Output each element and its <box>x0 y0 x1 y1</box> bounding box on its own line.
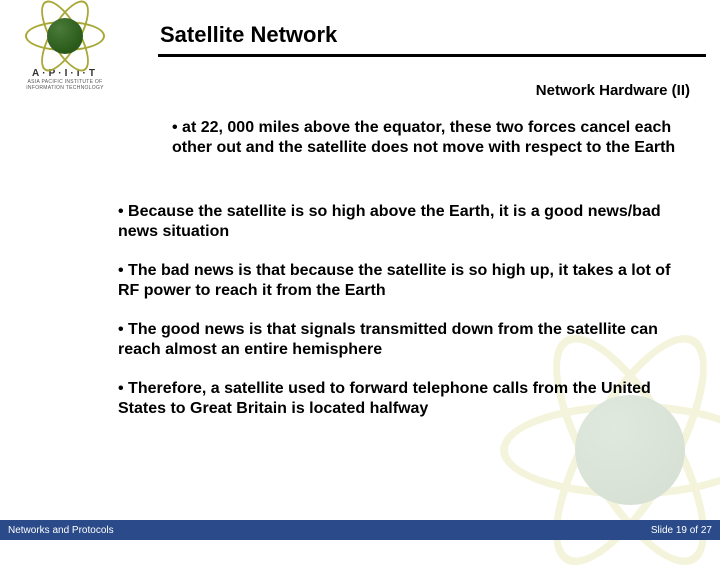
bullet-item: • Because the satellite is so high above… <box>118 202 686 243</box>
body-block-1: • at 22, 000 miles above the equator, th… <box>138 118 686 177</box>
body-block-2: • Because the satellite is so high above… <box>118 202 686 438</box>
logo-subtext: ASIA PACIFIC INSTITUTE OF INFORMATION TE… <box>10 79 120 91</box>
globe-icon <box>25 6 105 66</box>
slide-subtitle: Network Hardware (II) <box>536 82 690 99</box>
footer-bar: Networks and Protocols Slide 19 of 27 <box>0 520 720 540</box>
org-logo: A·P·I·I·T ASIA PACIFIC INSTITUTE OF INFO… <box>10 6 120 116</box>
slide: A·P·I·I·T ASIA PACIFIC INSTITUTE OF INFO… <box>0 0 720 540</box>
bullet-item: • at 22, 000 miles above the equator, th… <box>138 118 686 159</box>
footer-right: Slide 19 of 27 <box>651 525 712 536</box>
title-underline <box>158 54 706 57</box>
logo-letters: A·P·I·I·T <box>10 68 120 79</box>
footer-left: Networks and Protocols <box>8 525 114 536</box>
slide-title: Satellite Network <box>160 22 337 48</box>
bullet-item: • The bad news is that because the satel… <box>118 261 686 302</box>
bullet-item: • Therefore, a satellite used to forward… <box>118 379 686 420</box>
bullet-item: • The good news is that signals transmit… <box>118 320 686 361</box>
